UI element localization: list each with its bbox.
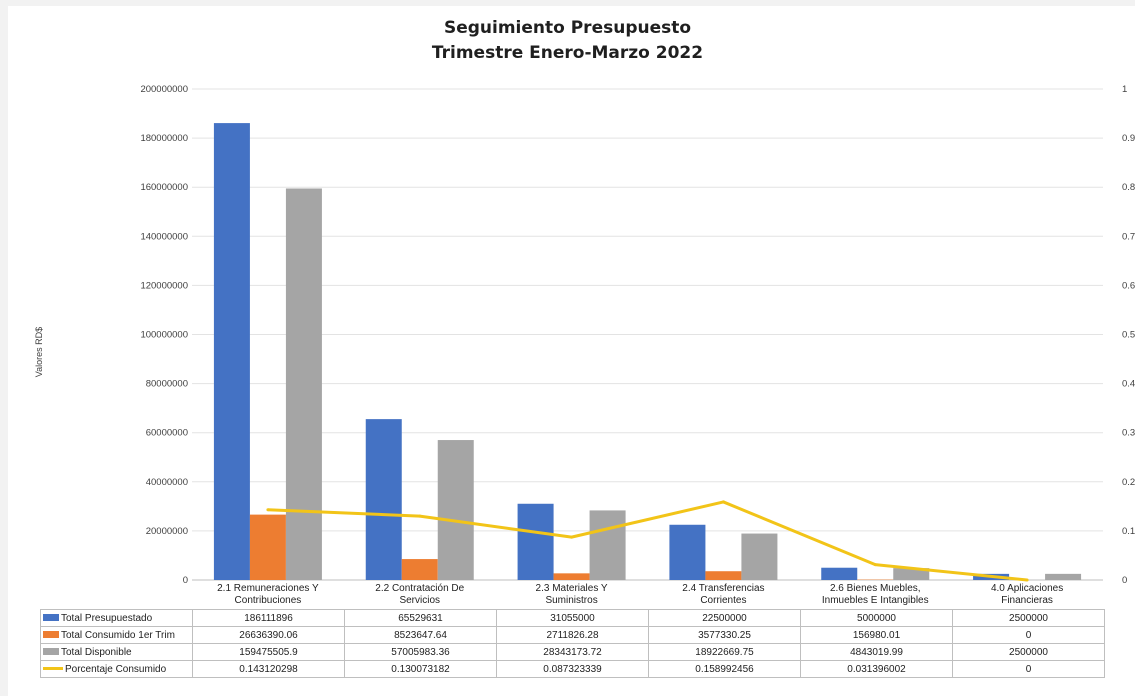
legend-label: Total Disponible [61, 646, 132, 658]
bar [437, 440, 474, 580]
line-point [570, 535, 574, 539]
bar [401, 559, 438, 580]
data-label: 0.087323339 [496, 660, 649, 678]
data-label: 159475505.9 [192, 643, 345, 661]
y-tick-label: 20000000 [146, 526, 188, 537]
x-tick-label: 2.4 Transferencias Corrientes [682, 583, 765, 606]
bar [249, 514, 286, 580]
table-row: Porcentaje Consumido 0.143120298 0.1300731… [40, 660, 1105, 678]
bar [705, 571, 742, 580]
y2-tick-label: 0.5 [1122, 330, 1135, 341]
bar [669, 524, 706, 580]
data-label: 2500000 [952, 609, 1105, 627]
bar [741, 533, 778, 580]
data-label: 22500000 [648, 609, 801, 627]
data-label: 156980.01 [800, 626, 953, 644]
data-label: 0.158992456 [648, 660, 801, 678]
table-row: Total Presupuestado 186111896 65529631 3105… [40, 609, 1105, 627]
y-tick-label: 140000000 [140, 231, 188, 242]
data-label: 0 [952, 660, 1105, 678]
y2-tick-label: 0 [1122, 575, 1127, 586]
y2-tick-label: 0.1 [1122, 526, 1135, 537]
bar [893, 568, 930, 580]
legend-label: Total Consumido 1er Trim [61, 629, 175, 641]
table-row: Total Consumido 1er Trim 26636390.06 85236… [40, 626, 1105, 644]
legend-key [43, 648, 59, 656]
y2-tick-label: 0.8 [1122, 182, 1135, 193]
chart-title: Seguimiento Presupuesto [443, 18, 692, 38]
bar [517, 503, 554, 580]
y2-tick-label: 1 [1122, 84, 1127, 95]
legend-entry: Porcentaje Consumido [40, 660, 193, 678]
line-series [267, 500, 1028, 582]
bar [589, 510, 626, 580]
data-label: 0.130073182 [344, 660, 497, 678]
legend-key [43, 631, 59, 639]
y-tick-label: 40000000 [146, 477, 188, 488]
data-label: 4843019.99 [800, 643, 953, 661]
data-label: 28343173.72 [496, 643, 649, 661]
data-label: 8523647.64 [344, 626, 497, 644]
y-tick-label: 200000000 [140, 84, 188, 95]
x-tick-label: 2.1 Remuneraciones Y Contribuciones [217, 583, 319, 606]
data-label: 3577330.25 [648, 626, 801, 644]
line-point [873, 563, 877, 567]
bar [213, 123, 250, 580]
legend-key [43, 667, 63, 671]
legend-key [43, 614, 59, 622]
bar [821, 567, 858, 580]
y-tick-label: 80000000 [146, 379, 188, 390]
y2-tick-label: 0.7 [1122, 231, 1135, 242]
y-tick-label: 180000000 [140, 133, 188, 144]
line-point [721, 500, 725, 504]
y-tick-label: 60000000 [146, 428, 188, 439]
data-label: 57005983.36 [344, 643, 497, 661]
data-label: 2500000 [952, 643, 1105, 661]
y-tick-label: 160000000 [140, 182, 188, 193]
data-label: 31055000 [496, 609, 649, 627]
x-tick-label: 4.0 Aplicaciones Financieras [990, 583, 1064, 606]
x-tick-label: 2.6 Bienes Muebles, Inmuebles E Intangibl… [821, 583, 929, 606]
bar [1045, 573, 1082, 580]
y-tick-label: 0 [183, 575, 188, 586]
line-point [1025, 578, 1029, 582]
legend-entry: Total Disponible [40, 643, 193, 661]
y2-tick-label: 0.6 [1122, 280, 1135, 291]
line-point [266, 508, 270, 512]
bar [553, 573, 590, 580]
line-point [418, 514, 422, 518]
data-label: 2711826.28 [496, 626, 649, 644]
bar [285, 188, 322, 580]
chart-area [8, 6, 1135, 696]
x-tick-label: 2.3 Materiales Y Suministros [535, 583, 608, 606]
table-row: Total Disponible 159475505.9 57005983.36 28… [40, 643, 1105, 661]
y2-tick-label: 0.4 [1122, 379, 1135, 390]
data-label: 0.143120298 [192, 660, 345, 678]
data-label: 26636390.06 [192, 626, 345, 644]
data-label: 65529631 [344, 609, 497, 627]
data-label: 186111896 [192, 609, 345, 627]
data-table: Total Presupuestado 186111896 65529631 3105… [40, 609, 1105, 678]
y2-tick-label: 0.2 [1122, 477, 1135, 488]
chart-subtitle: Trimestre Enero-Marzo 2022 [431, 43, 704, 63]
data-label: 0.031396002 [800, 660, 953, 678]
legend-entry: Total Presupuestado [40, 609, 193, 627]
y2-tick-label: 0.3 [1122, 428, 1135, 439]
y-tick-label: 120000000 [140, 280, 188, 291]
bar [365, 419, 402, 580]
data-label: 5000000 [800, 609, 953, 627]
y-tick-label: 100000000 [140, 330, 188, 341]
data-label: 18922669.75 [648, 643, 801, 661]
legend-label: Total Presupuestado [61, 612, 153, 624]
legend-label: Porcentaje Consumido [65, 663, 167, 675]
data-label: 0 [952, 626, 1105, 644]
x-tick-label: 2.2 Contratación De Servicios [375, 583, 465, 606]
legend-entry: Total Consumido 1er Trim [40, 626, 193, 644]
y2-tick-label: 0.9 [1122, 133, 1135, 144]
